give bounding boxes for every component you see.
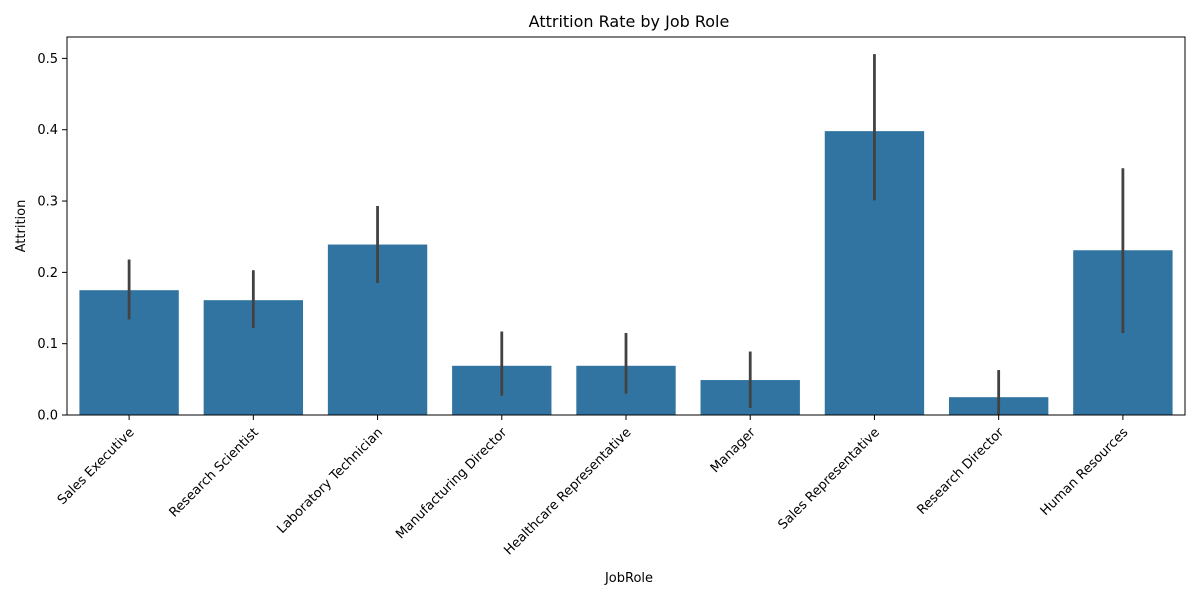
x-tick-label-7: Research Director [915, 425, 1008, 518]
x-tick-label-3: Manufacturing Director [393, 425, 510, 542]
x-tick-label-5: Manager [708, 425, 759, 476]
x-axis: Sales Executive Research Scientist Laborat… [55, 415, 1132, 558]
y-axis: 0.0 0.1 0.2 0.3 0.4 0.5 [37, 52, 67, 424]
error-bars-layer [127, 54, 1125, 415]
y-tick-label-4: 0.4 [37, 123, 58, 138]
y-tick-label-2: 0.2 [37, 266, 58, 281]
y-tick-label-1: 0.1 [37, 337, 58, 352]
x-tick-label-8: Human Resources [1038, 425, 1132, 519]
plot-frame [66, 36, 1186, 416]
y-tick-label-0: 0.0 [37, 409, 58, 424]
y-axis-label: Attrition [14, 200, 29, 253]
y-tick-label-5: 0.5 [37, 52, 58, 67]
x-tick-label-4: Healthcare Representative [501, 425, 634, 558]
x-tick-label-1: Research Scientist [167, 425, 262, 520]
y-tick-label-3: 0.3 [37, 195, 58, 210]
x-tick-label-6: Sales Representative [775, 425, 882, 532]
x-tick-label-2: Laboratory Technician [274, 425, 386, 537]
x-axis-label: JobRole [604, 571, 653, 586]
chart-title: Attrition Rate by Job Role [529, 12, 730, 31]
x-tick-label-0: Sales Executive [55, 425, 138, 508]
